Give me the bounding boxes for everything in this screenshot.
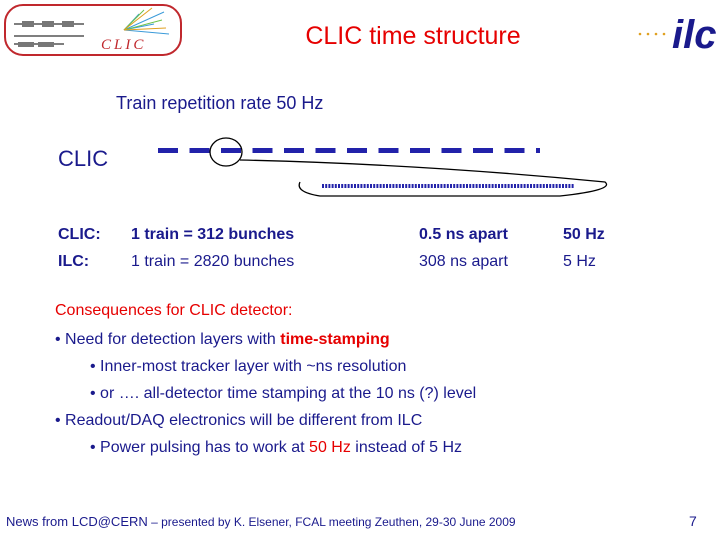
page-number: 7	[689, 513, 697, 529]
train-dash	[441, 148, 462, 153]
clic-row-spacing: 0.5 ns apart	[419, 226, 508, 243]
ilc-row-train: 1 train = 2820 bunches	[131, 253, 295, 270]
footer-news: News from LCD@CERN	[6, 514, 148, 529]
highlight-time-stamping: time-stamping	[280, 331, 390, 348]
bullet-power-pulsing: • Power pulsing has to work at 50 Hz ins…	[90, 439, 462, 457]
train-diagram	[158, 137, 608, 197]
svg-text:ilc: ilc	[672, 13, 716, 54]
clic-machine-label: CLIC	[58, 146, 109, 171]
train-dash	[378, 148, 399, 153]
footer-presenter: – presented by K. Elsener, FCAL meeting …	[147, 515, 516, 529]
bullet-time-stamping-text: • Need for detection layers with	[55, 331, 281, 348]
consequences-heading: Consequences for CLIC detector:	[55, 302, 293, 319]
clic-row-machine: CLIC:	[58, 226, 101, 243]
train-dash-end	[536, 148, 540, 153]
ilc-row-rate: 5 Hz	[563, 253, 596, 270]
page-title: CLIC time structure	[305, 22, 521, 50]
bullet-tracker-layer: • Inner-most tracker layer with ~ns reso…	[90, 358, 407, 375]
train-rate-label: Train repetition rate 50 Hz	[116, 93, 324, 113]
train-dash	[252, 148, 273, 153]
train-dash	[504, 148, 525, 153]
clic-row-train: 1 train = 312 bunches	[131, 226, 295, 243]
footer: News from LCD@CERN – presented by K. Els…	[6, 514, 516, 529]
train-dash	[158, 148, 178, 153]
ilc-logo: ilc	[636, 4, 718, 57]
ilc-row-machine: ILC:	[58, 253, 90, 270]
highlight-50hz: 50 Hz	[309, 439, 351, 456]
clic-logo-graphic: CLIC	[4, 4, 182, 56]
bullet-time-stamping: • Need for detection layers with time-st…	[55, 331, 390, 349]
ilc-row-spacing: 308 ns apart	[419, 253, 508, 270]
clic-logo: CLIC	[4, 4, 182, 56]
train-dash	[473, 148, 493, 153]
ilc-logo-graphic: ilc	[638, 13, 716, 57]
svg-text:CLIC: CLIC	[101, 37, 146, 53]
bullet-all-detector: • or …. all-detector time stamping at th…	[90, 385, 477, 402]
bullet-power-pulsing-post: instead of 5 Hz	[350, 439, 463, 456]
train-dash	[315, 148, 336, 153]
train-dash	[189, 148, 210, 153]
train-dash	[221, 148, 241, 153]
zoom-lines	[239, 159, 608, 197]
train-dash	[347, 148, 367, 153]
bullet-readout-daq: • Readout/DAQ electronics will be differ…	[55, 412, 423, 429]
bullet-power-pulsing-pre: • Power pulsing has to work at	[90, 439, 310, 456]
train-dash	[410, 148, 430, 153]
clic-row-rate: 50 Hz	[563, 226, 605, 243]
zoom-circle	[209, 137, 243, 167]
train-dash	[284, 148, 304, 153]
